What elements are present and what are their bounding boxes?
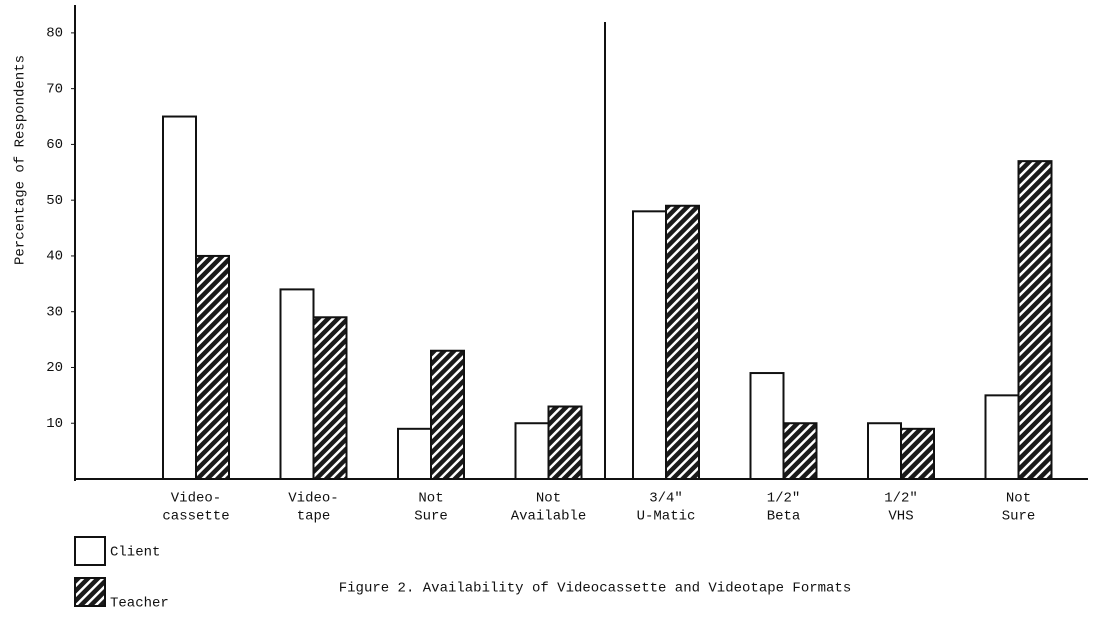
bar [430,349,465,480]
x-tick-label: Video- [171,491,221,507]
bar [312,316,348,480]
bar [900,427,935,481]
chart-title: Figure 2. Availability of Videocassette … [339,581,851,597]
legend-swatch [74,536,106,566]
legend-swatch [74,577,106,607]
legend-label: Client [110,545,160,561]
y-tick-label: 60 [46,137,63,153]
bar [514,422,550,480]
bar [867,422,902,480]
bar [195,254,230,480]
x-tick-label: 1/2" [884,491,918,507]
x-tick-label: Not [418,491,443,507]
bar [632,210,667,480]
y-tick-label: 40 [46,249,63,265]
bar [547,405,583,481]
bar [782,422,818,480]
x-tick-label: cassette [162,509,229,525]
y-tick-label: 20 [46,360,63,376]
y-tick-label: 10 [46,416,63,432]
bar [397,427,432,481]
x-tick-label: Sure [1002,509,1036,525]
bar [162,115,197,480]
y-tick-label: 30 [46,304,63,320]
bar [279,288,315,480]
bar [1017,160,1053,480]
x-tick-label: Not [1006,491,1031,507]
y-tick-label: 50 [46,193,63,209]
bar [665,204,700,481]
x-tick-label: 3/4" [649,491,683,507]
y-tick-label: 70 [46,81,63,97]
x-tick-label: Sure [414,509,448,525]
bar [749,372,785,480]
x-tick-label: VHS [888,509,913,525]
y-axis-label: Percentage of Respondents [13,55,29,265]
x-tick-label: tape [297,509,331,525]
x-tick-label: Available [511,509,587,525]
y-tick-label: 80 [46,26,63,42]
x-tick-label: 1/2" [767,491,801,507]
x-tick-label: Beta [767,509,801,525]
x-tick-label: Not [536,491,561,507]
legend-label: Teacher [110,596,169,612]
x-tick-label: Video- [288,491,338,507]
bar [984,394,1020,480]
x-tick-label: U-Matic [637,509,696,525]
